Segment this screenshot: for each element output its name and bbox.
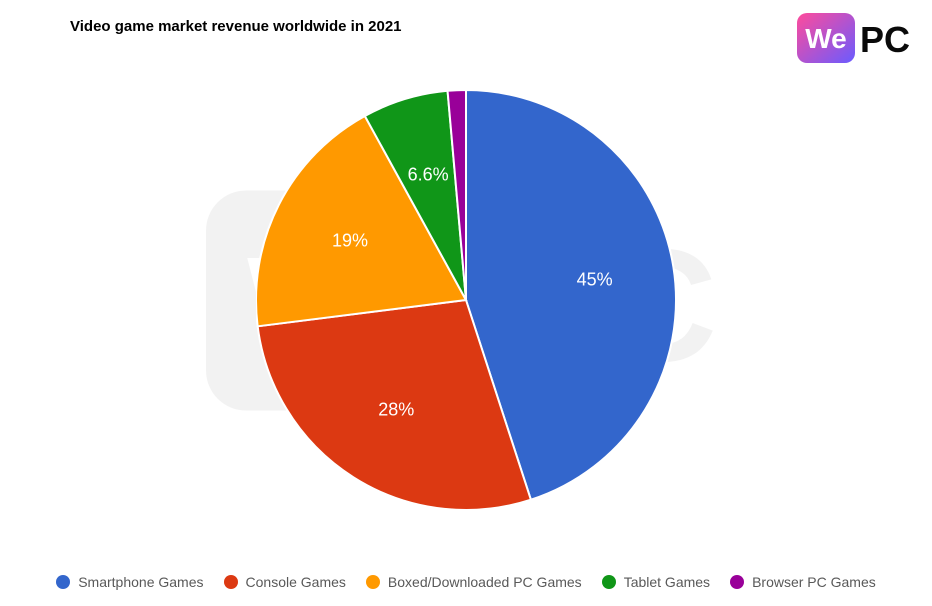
legend-dot: [56, 575, 70, 589]
legend-item: Boxed/Downloaded PC Games: [366, 574, 582, 590]
legend-dot: [602, 575, 616, 589]
chart-legend: Smartphone Games Console Games Boxed/Downl…: [0, 574, 932, 590]
chart-title: Video game market revenue worldwide in 2…: [70, 18, 402, 35]
svg-text:PC: PC: [860, 19, 910, 60]
legend-label: Browser PC Games: [752, 574, 876, 590]
legend-item: Smartphone Games: [56, 574, 203, 590]
pie-chart: 45%28%19%6.6%: [256, 90, 676, 510]
legend-item: Browser PC Games: [730, 574, 876, 590]
legend-label: Boxed/Downloaded PC Games: [388, 574, 582, 590]
legend-label: Tablet Games: [624, 574, 710, 590]
brand-logo: We PC: [797, 8, 912, 68]
legend-item: Console Games: [224, 574, 346, 590]
legend-item: Tablet Games: [602, 574, 710, 590]
svg-text:We: We: [805, 23, 847, 54]
legend-label: Smartphone Games: [78, 574, 203, 590]
legend-label: Console Games: [246, 574, 346, 590]
legend-dot: [224, 575, 238, 589]
legend-dot: [730, 575, 744, 589]
pie-chart-container: 45%28%19%6.6%: [0, 60, 932, 540]
legend-dot: [366, 575, 380, 589]
